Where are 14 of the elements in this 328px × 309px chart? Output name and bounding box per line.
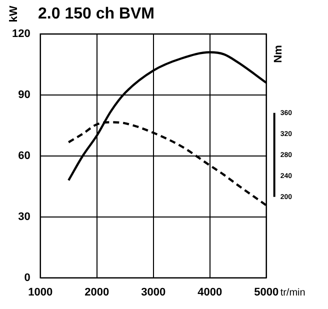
y-tick-label: 120 <box>12 28 30 40</box>
x-tick-label: 2000 <box>84 286 110 298</box>
x-tick-label: 4000 <box>198 286 222 298</box>
x-tick-label: 1000 <box>28 286 53 298</box>
y-tick-label: 0 <box>24 272 30 284</box>
y2-axis-title: Nm <box>272 44 284 63</box>
y-tick-label: 90 <box>18 88 30 101</box>
chart-title: 2.0 150 ch BVM <box>38 5 154 22</box>
y-axis-title: kW <box>8 5 20 22</box>
x-axis-title: tr/min <box>280 288 306 299</box>
y-tick-label: 60 <box>18 150 30 162</box>
y-tick-label: 30 <box>18 210 30 223</box>
x-tick-label: 3000 <box>141 286 166 298</box>
x-tick-label: 5000 <box>254 286 279 298</box>
